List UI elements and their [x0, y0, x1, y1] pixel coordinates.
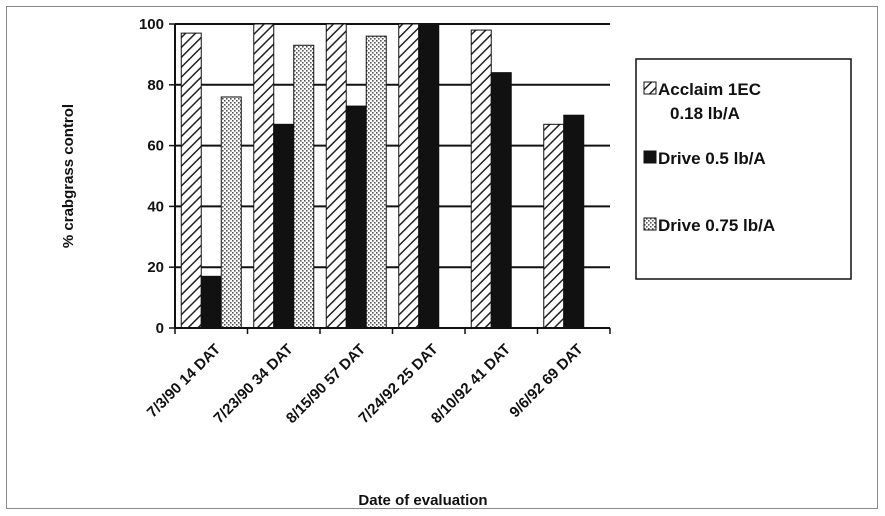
bar — [365, 35, 387, 329]
bar — [418, 23, 440, 329]
bar — [563, 114, 585, 329]
y-tick-label: 80 — [147, 77, 164, 94]
bar — [293, 44, 315, 329]
bar — [325, 23, 347, 329]
bar — [220, 96, 242, 329]
legend-box — [635, 58, 852, 280]
y-tick-label: 100 — [139, 16, 164, 33]
x-axis-title: Date of evaluation — [358, 492, 487, 509]
bar — [398, 23, 420, 329]
legend-label: 0.18 lb/A — [670, 104, 740, 123]
legend: Acclaim 1EC 0.18 lb/A Drive 0.5 lb/A Drive … — [635, 58, 852, 280]
bar — [273, 123, 295, 329]
y-axis-title: % crabgrass control — [60, 104, 77, 248]
bar — [200, 275, 222, 329]
bar — [345, 105, 367, 329]
x-tick-label: 9/6/92 69 DAT — [506, 341, 586, 421]
legend-label: Drive 0.5 lb/A — [658, 149, 766, 168]
legend-swatch — [643, 81, 657, 95]
gridlines — [175, 23, 610, 269]
x-tick-label: 7/3/90 14 DAT — [144, 341, 224, 421]
y-tick-label: 20 — [147, 259, 164, 276]
y-tick-label: 40 — [147, 198, 164, 215]
bar — [543, 123, 565, 329]
bar — [490, 72, 512, 329]
y-tick-label: 60 — [147, 138, 164, 155]
x-tick-label: 8/10/92 41 DAT — [428, 341, 514, 427]
legend-label: Acclaim 1EC — [658, 80, 761, 99]
bar — [470, 29, 492, 329]
bars — [180, 23, 585, 329]
y-tick-label: 0 — [156, 320, 164, 337]
legend-swatch — [643, 150, 657, 164]
bar — [180, 32, 202, 329]
legend-label: Drive 0.75 lb/A — [658, 216, 775, 235]
bar — [253, 23, 275, 329]
legend-swatch — [643, 217, 657, 231]
